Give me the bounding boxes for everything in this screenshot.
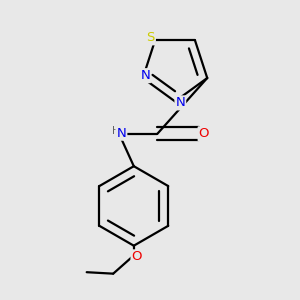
Text: N: N xyxy=(176,96,185,110)
Text: N: N xyxy=(117,127,126,140)
Text: N: N xyxy=(140,69,150,82)
Text: O: O xyxy=(199,127,209,140)
Text: S: S xyxy=(146,31,155,44)
Text: O: O xyxy=(131,250,142,263)
Text: H: H xyxy=(112,126,119,136)
